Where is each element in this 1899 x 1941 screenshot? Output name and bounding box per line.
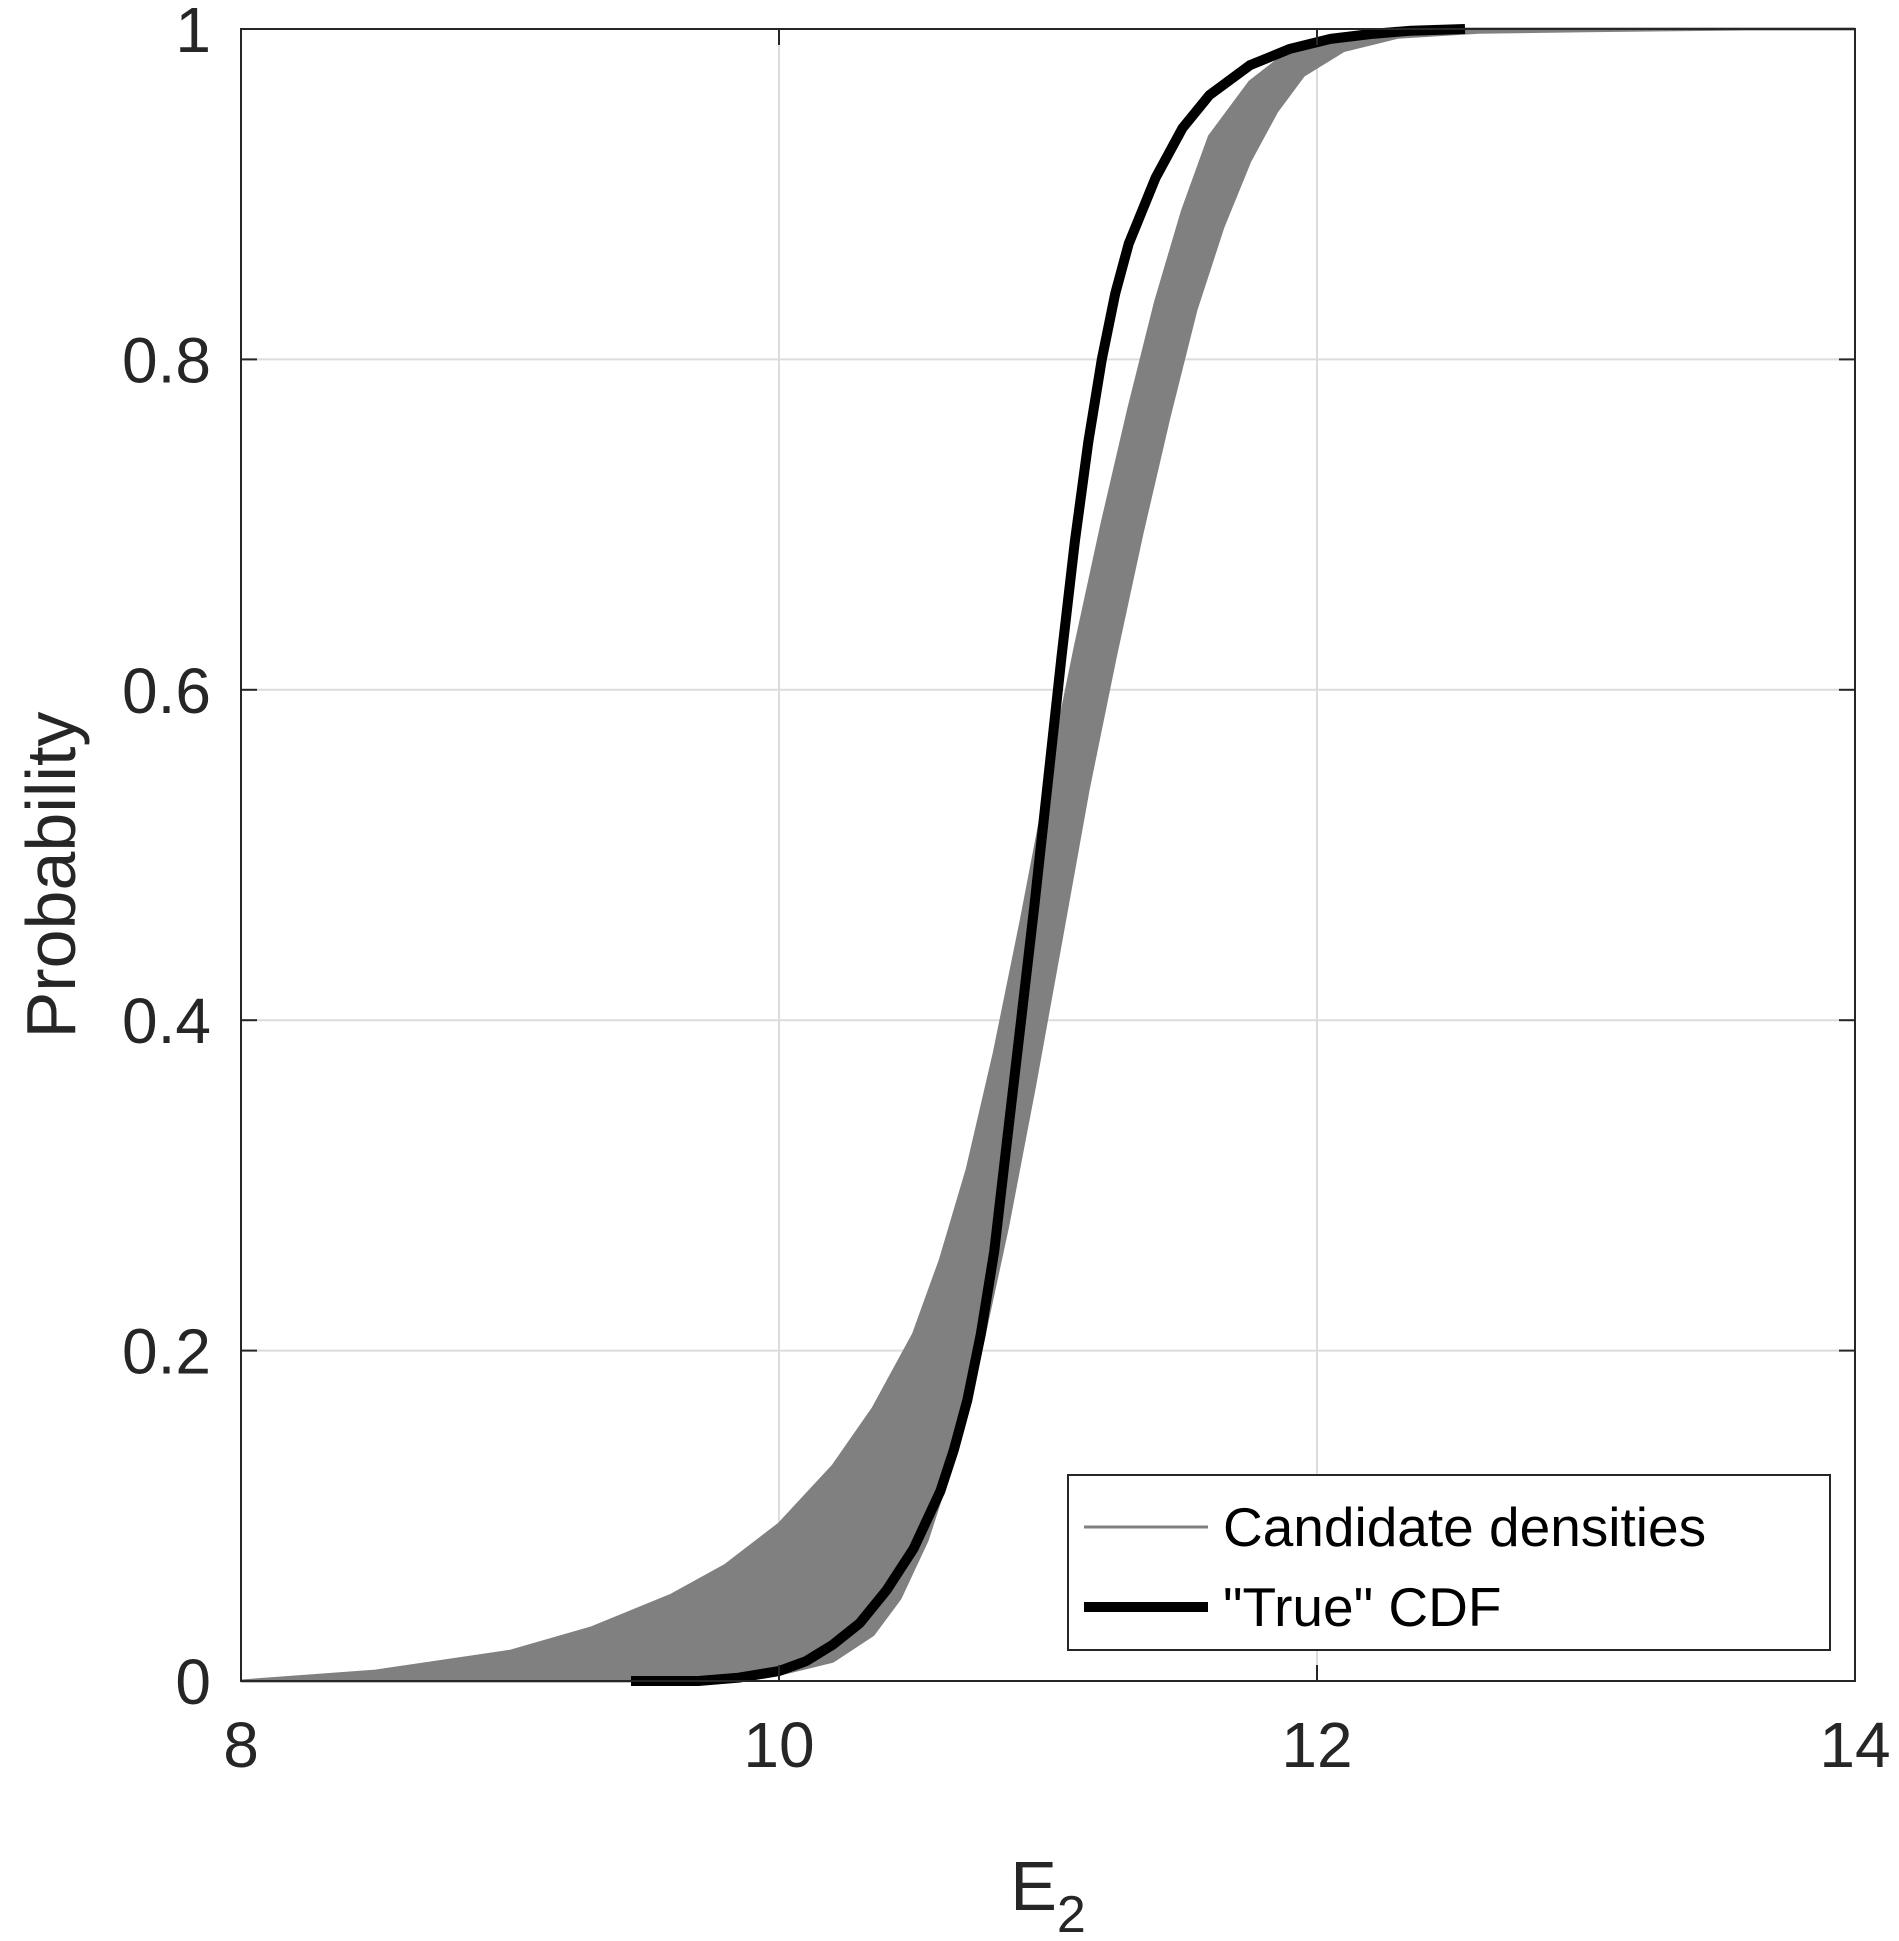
axis-ticks: 8 10 12 14 0 0.2 0.4 0.6 0.8 1 — [122, 0, 1891, 1781]
y-tick-label: 0.6 — [122, 655, 211, 727]
y-tick-label: 0.8 — [122, 324, 211, 396]
y-tick-label: 0 — [175, 1646, 211, 1718]
x-tick-label: 12 — [1281, 1709, 1352, 1781]
y-axis-title: Probability — [12, 712, 90, 1039]
x-tick-label: 14 — [1819, 1709, 1890, 1781]
candidate-densities-band — [240, 27, 1855, 1683]
x-axis-title-main: E — [1010, 1847, 1057, 1925]
legend-box — [1067, 1474, 1831, 1651]
legend: Candidate densities "True" CDF — [1067, 1474, 1831, 1651]
legend-candidate-label: Candidate densities — [1223, 1496, 1706, 1558]
y-tick-label: 1 — [175, 0, 211, 66]
x-tick-label: 10 — [743, 1709, 814, 1781]
true-cdf-line — [631, 24, 1466, 1686]
x-tick-label: 8 — [223, 1709, 259, 1781]
axes-box — [240, 28, 1856, 1682]
y-tick-label: 0.2 — [122, 1316, 211, 1388]
y-tick-label: 0.4 — [122, 985, 211, 1057]
legend-true-cdf-label: "True" CDF — [1223, 1576, 1501, 1638]
plot-area — [240, 24, 1855, 1686]
x-axis-title: E2 — [1010, 1847, 1086, 1941]
x-axis-title-subscript: 2 — [1057, 1886, 1086, 1941]
